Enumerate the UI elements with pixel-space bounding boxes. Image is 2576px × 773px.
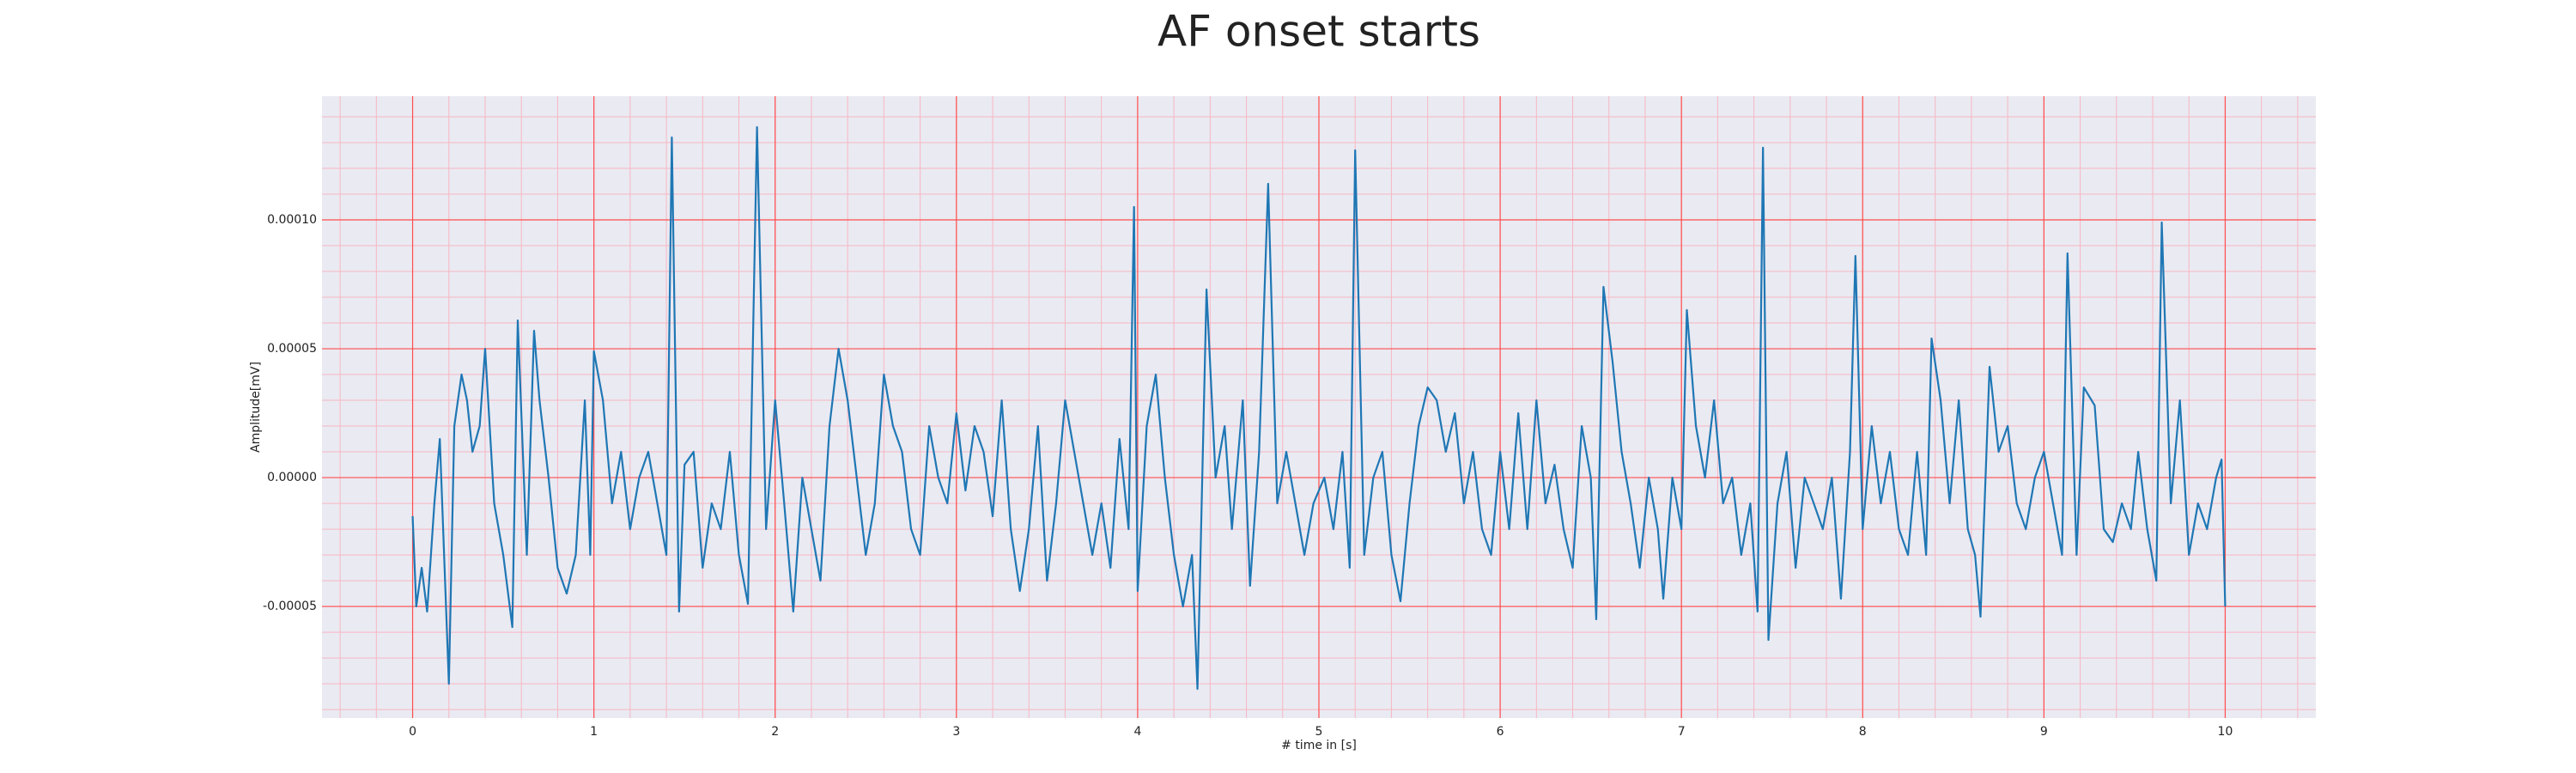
x-tick-label: 4 xyxy=(1133,725,1141,739)
y-axis-label: Amplitude[mV] xyxy=(249,362,263,453)
chart-title: AF onset starts xyxy=(1157,7,1480,57)
x-tick-label: 2 xyxy=(771,725,779,739)
y-tick-label: 0.00010 xyxy=(267,213,317,227)
x-axis-label: # time in [s] xyxy=(1281,739,1357,752)
x-tick-label: 10 xyxy=(2218,725,2233,739)
y-tick-label: 0.00005 xyxy=(267,342,317,356)
x-tick-label: 6 xyxy=(1497,725,1504,739)
x-tick-label: 0 xyxy=(409,725,416,739)
x-tick-label: 1 xyxy=(590,725,598,739)
x-tick-label: 8 xyxy=(1859,725,1867,739)
signal-line xyxy=(411,125,2227,691)
y-tick-label: -0.00005 xyxy=(263,600,317,613)
x-tick-label: 9 xyxy=(2040,725,2048,739)
x-tick-label: 3 xyxy=(952,725,960,739)
x-tick-label: 5 xyxy=(1315,725,1323,739)
y-tick-label: 0.00000 xyxy=(267,471,317,484)
x-tick-label: 7 xyxy=(1678,725,1686,739)
